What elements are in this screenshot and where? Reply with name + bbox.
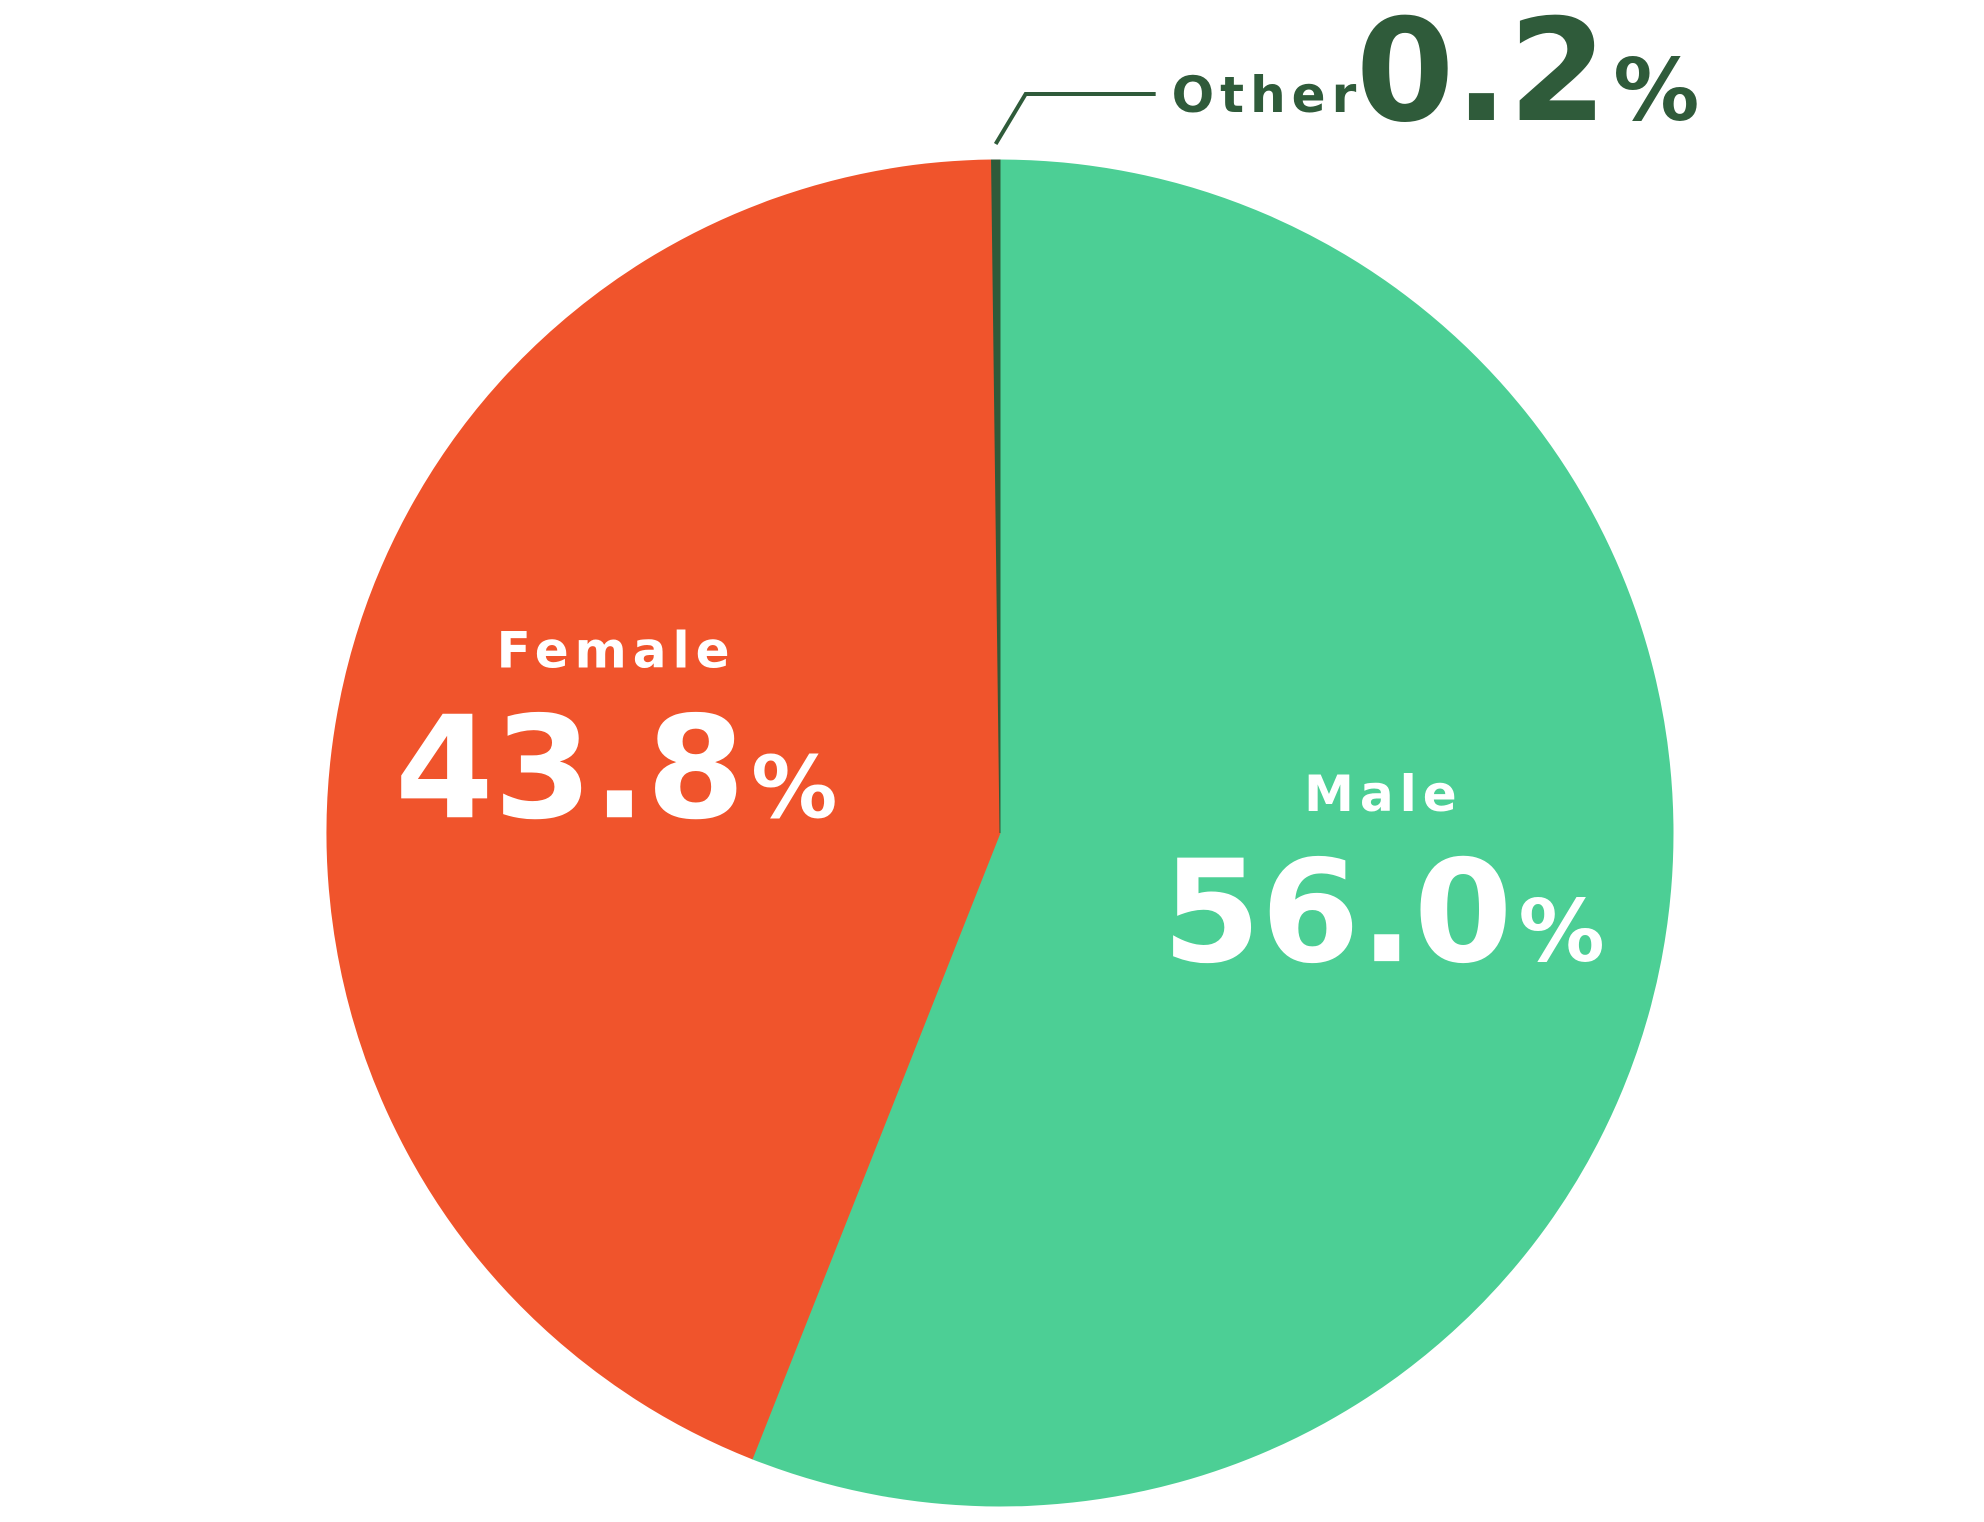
slice-label-female: Female (497, 621, 736, 679)
pie-slice-male (751, 159, 1674, 1507)
slice-label-male: Male (1304, 765, 1463, 823)
slice-label-other: Other (1172, 66, 1363, 124)
pie-slice-female (326, 159, 1001, 1460)
slice-value-male: 56.0% (1162, 830, 1605, 995)
pie-slices (326, 159, 1674, 1507)
slice-value-other: 0.2% (1356, 0, 1700, 154)
slice-value-female: 43.8% (395, 686, 838, 851)
pie-slice-other (991, 159, 1001, 834)
callout-line-other (993, 92, 1156, 146)
